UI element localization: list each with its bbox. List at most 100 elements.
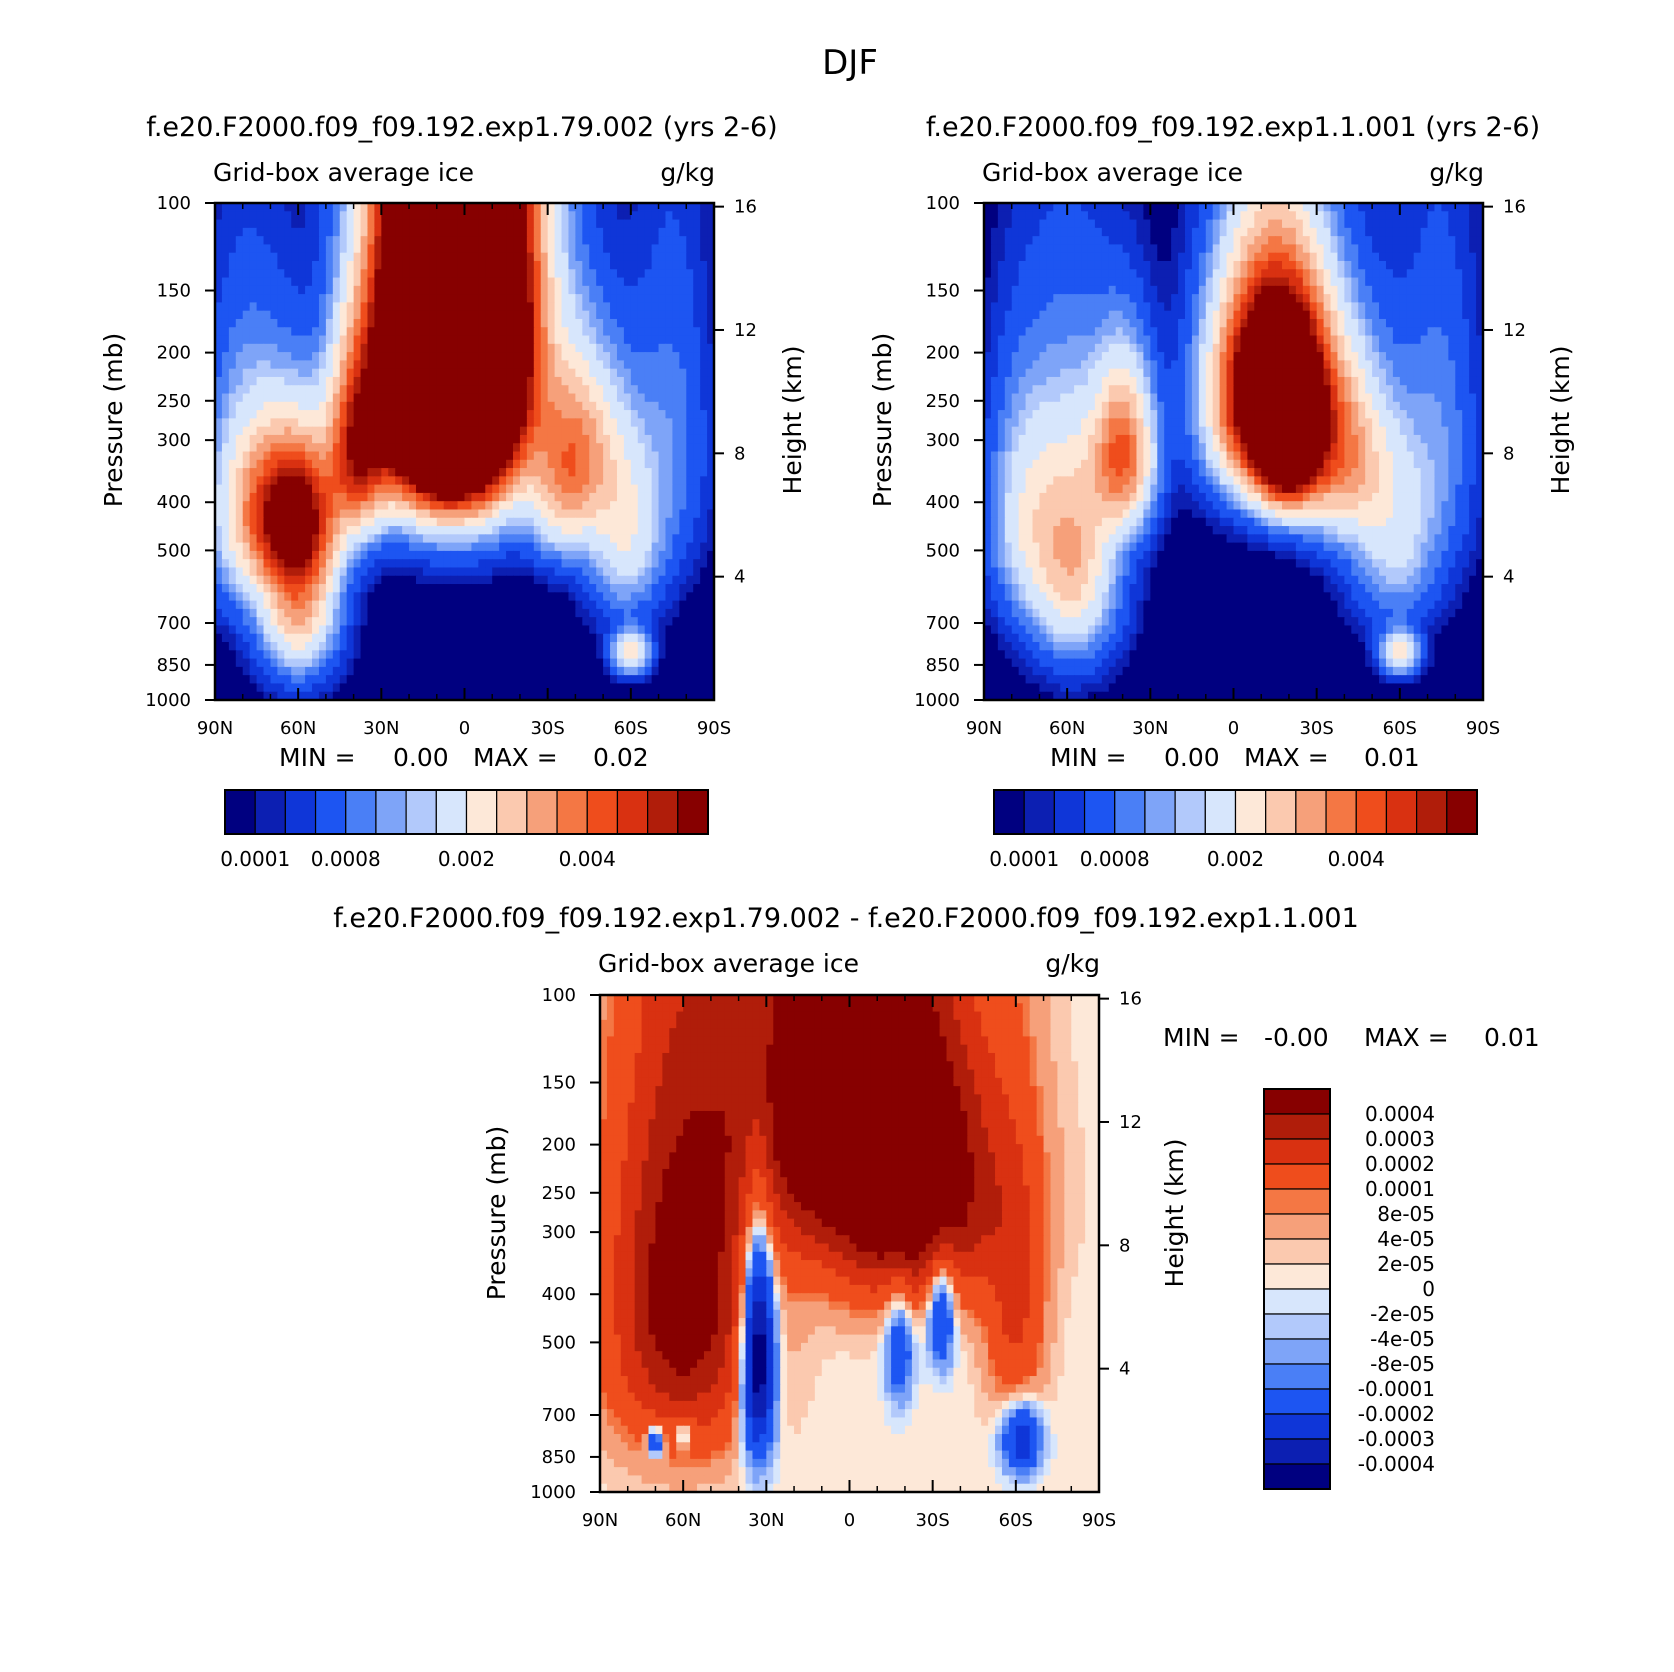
heatmap-cell [693, 492, 701, 502]
heatmap-cell [388, 203, 396, 212]
heatmap-cell [339, 501, 348, 511]
heatmap-cell [429, 567, 438, 577]
heatmap-cell [616, 476, 625, 486]
heatmap-cell [249, 584, 258, 593]
heatmap-cell [332, 269, 341, 279]
heatmap-cell [409, 352, 417, 361]
heatmap-cell [665, 584, 674, 593]
heatmap-cell [1365, 219, 1373, 229]
heatmap-cell [589, 683, 597, 693]
heatmap-cell [429, 327, 438, 337]
heatmap-cell [284, 418, 292, 428]
heatmap-cell [388, 608, 396, 618]
heatmap-cell [221, 244, 230, 254]
heatmap-cell [242, 368, 251, 378]
heatmap-cell [506, 352, 514, 361]
heatmap-cell [575, 360, 583, 370]
heatmap-cell [616, 534, 625, 544]
heatmap-cell [506, 385, 514, 395]
heatmap-cell [568, 567, 576, 577]
heatmap-cell [436, 567, 445, 577]
heatmap-cell [519, 236, 528, 246]
heatmap-cell [651, 302, 660, 312]
heatmap-cell [637, 227, 646, 237]
heatmap-cell [263, 360, 272, 370]
heatmap-cell [610, 484, 618, 494]
heatmap-cell [1087, 236, 1096, 246]
heatmap-cell [672, 501, 680, 511]
heatmap-cell [533, 584, 542, 593]
heatmap-cell [312, 575, 320, 585]
heatmap-cell [693, 302, 701, 312]
heatmap-cell [679, 592, 687, 602]
heatmap-cell [554, 642, 563, 651]
heatmap-cell [1212, 203, 1221, 212]
heatmap-cell [291, 393, 299, 403]
heatmap-cell [298, 376, 306, 386]
heatmap-cell [277, 625, 285, 635]
heatmap-cell [700, 310, 708, 320]
heatmap-cell [415, 542, 424, 552]
heatmap-cell [402, 368, 410, 378]
heatmap-cell [513, 368, 521, 378]
heatmap-cell [506, 691, 514, 700]
heatmap-cell [471, 608, 479, 618]
heatmap-cell [270, 401, 278, 411]
heatmap-cell [381, 236, 389, 246]
heatmap-cell [353, 393, 362, 403]
heatmap-cell [693, 451, 701, 461]
heatmap-cell [215, 318, 223, 328]
heatmap-cell [540, 650, 549, 660]
heatmap-cell [242, 666, 251, 676]
heatmap-cell [672, 352, 680, 361]
heatmap-cell [388, 376, 396, 386]
heatmap-cell [1434, 203, 1443, 212]
heatmap-cell [526, 501, 535, 511]
heatmap-cell [561, 575, 570, 585]
heatmap-cell [679, 285, 687, 295]
heatmap-cell [589, 584, 597, 593]
heatmap-cell [707, 451, 714, 461]
heatmap-cell [256, 219, 265, 229]
heatmap-cell [256, 451, 265, 461]
heatmap-cell [443, 269, 452, 279]
heatmap-cell [575, 302, 583, 312]
heatmap-cell [388, 236, 396, 246]
heatmap-cell [616, 625, 625, 635]
heatmap-cell [623, 294, 632, 303]
heatmap-cell [519, 476, 528, 486]
heatmap-cell [582, 666, 590, 676]
heatmap-cell [540, 360, 549, 370]
heatmap-cell [623, 600, 632, 610]
heatmap-cell [215, 633, 223, 643]
heatmap-cell [513, 244, 521, 254]
heatmap-cell [1469, 203, 1477, 212]
heatmap-cell [464, 550, 473, 560]
heatmap-cell [499, 360, 507, 370]
heatmap-cell [305, 501, 313, 511]
heatmap-cell [429, 376, 438, 386]
heatmap-cell [568, 633, 576, 643]
heatmap-cell [616, 683, 625, 693]
heatmap-cell [256, 683, 265, 693]
heatmap-cell [367, 559, 376, 569]
heatmap-cell [616, 443, 625, 453]
heatmap-cell [381, 401, 389, 411]
heatmap-cell [492, 393, 500, 403]
heatmap-cell [519, 211, 528, 221]
heatmap-cell [429, 285, 438, 295]
heatmap-cell [547, 567, 556, 577]
heatmap-cell [630, 625, 639, 635]
heatmap-cell [582, 219, 590, 229]
heatmap-cell [443, 658, 452, 668]
heatmap-cell [305, 219, 313, 229]
heatmap-cell [1233, 252, 1242, 262]
heatmap-cell [693, 584, 701, 593]
heatmap-cell [526, 310, 535, 320]
heatmap-cell [277, 666, 285, 676]
heatmap-cell [1275, 219, 1283, 229]
heatmap-cell [554, 476, 563, 486]
heatmap-cell [464, 658, 473, 668]
heatmap-cell [409, 401, 417, 411]
heatmap-cell [367, 534, 376, 544]
